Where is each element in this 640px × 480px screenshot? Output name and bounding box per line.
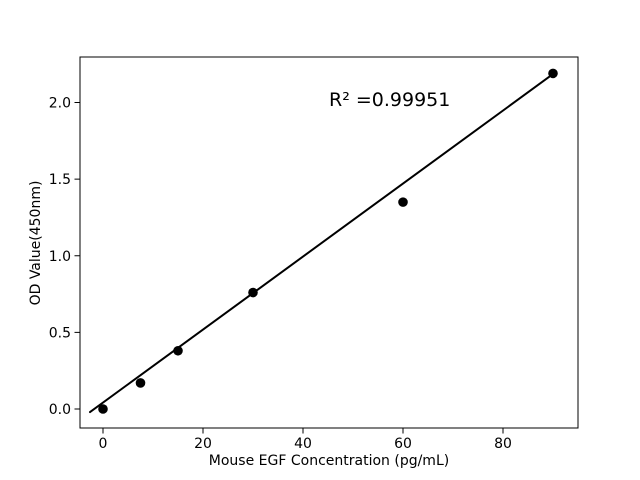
- y-tick-label: 2.0: [49, 96, 71, 112]
- y-tick-label: 1.0: [49, 249, 71, 265]
- x-tick-label: 0: [99, 436, 108, 452]
- data-point: [548, 68, 558, 79]
- x-tick-label: 60: [394, 436, 412, 452]
- data-point: [98, 404, 108, 414]
- trendline: [89, 70, 557, 414]
- y-axis-label: OD Value(450nm): [28, 180, 44, 306]
- data-point: [135, 378, 146, 388]
- y-tick-label: 0.5: [49, 325, 71, 341]
- data-point: [248, 287, 258, 298]
- r-squared-annotation: R² =0.99951: [329, 89, 451, 111]
- data-point: [398, 197, 408, 207]
- y-tick-label: 0.0: [49, 402, 71, 418]
- x-tick-label: 80: [494, 436, 512, 452]
- x-tick-label: 20: [194, 436, 212, 452]
- x-tick-label: 40: [294, 436, 312, 452]
- plot-area-border: [79, 56, 579, 429]
- data-point: [173, 345, 183, 356]
- y-tick-label: 1.5: [49, 172, 71, 188]
- x-axis-label: Mouse EGF Concentration (pg/mL): [208, 453, 450, 469]
